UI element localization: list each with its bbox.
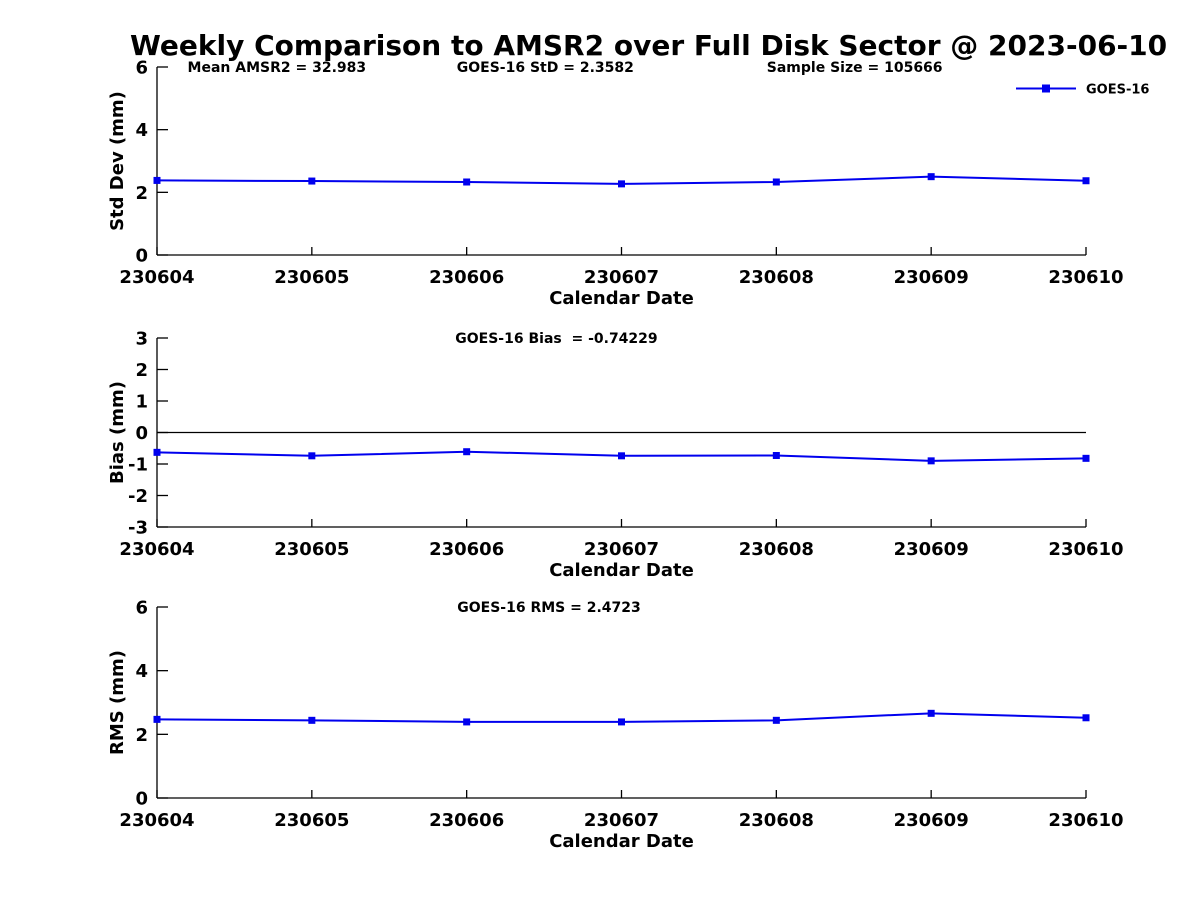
- data-point-marker: [618, 452, 625, 460]
- x-tick-label: 230610: [1048, 810, 1123, 831]
- chart-title: Weekly Comparison to AMSR2 over Full Dis…: [130, 29, 1168, 62]
- data-point-marker: [927, 173, 935, 181]
- y-tick-label: -1: [128, 455, 148, 476]
- x-tick-label: 230609: [894, 267, 969, 288]
- y-tick-label: 3: [135, 329, 148, 350]
- y-tick-label: 2: [135, 183, 148, 204]
- x-axis-title: Calendar Date: [549, 288, 694, 309]
- data-point-marker: [618, 718, 625, 726]
- data-point-marker: [153, 176, 161, 184]
- y-tick-label: 6: [135, 598, 148, 619]
- y-tick-label: 4: [135, 661, 148, 682]
- x-tick-label: 230604: [119, 810, 194, 831]
- annotation-text: Mean AMSR2 = 32.983: [188, 60, 367, 76]
- data-point-marker: [308, 177, 316, 185]
- x-tick-label: 230605: [274, 810, 349, 831]
- x-tick-label: 230604: [119, 539, 194, 560]
- annotation-text: GOES-16 RMS = 2.4723: [457, 600, 641, 616]
- data-point-marker: [463, 448, 471, 456]
- x-axis-title: Calendar Date: [549, 560, 694, 581]
- y-tick-label: 6: [135, 58, 148, 79]
- data-point-marker: [1082, 714, 1090, 722]
- data-point-marker: [463, 178, 471, 186]
- y-tick-label: 2: [135, 725, 148, 746]
- y-tick-label: 4: [135, 120, 148, 141]
- x-tick-label: 230608: [739, 267, 814, 288]
- data-point-marker: [772, 178, 780, 186]
- x-tick-label: 230606: [429, 810, 504, 831]
- data-point-marker: [308, 716, 316, 724]
- y-tick-label: 0: [135, 246, 148, 267]
- x-tick-label: 230607: [584, 267, 659, 288]
- annotation-text: GOES-16 Bias = -0.74229: [455, 331, 657, 347]
- x-axis-title: Calendar Date: [549, 831, 694, 852]
- y-tick-label: 0: [135, 423, 148, 444]
- y-axis-title: Bias (mm): [107, 381, 128, 484]
- x-tick-label: 230608: [739, 810, 814, 831]
- x-tick-label: 230609: [894, 810, 969, 831]
- subplot-std-dev: 0 2 4 6 230604 230605 230606 230607 230608 230609…: [107, 58, 1149, 310]
- y-tick-label: -3: [128, 518, 148, 539]
- data-point-marker: [463, 718, 471, 726]
- data-point-marker: [772, 716, 780, 724]
- x-tick-label: 230607: [584, 810, 659, 831]
- data-point-marker: [308, 452, 316, 460]
- legend: GOES-16: [1016, 83, 1149, 98]
- y-tick-label: 2: [135, 360, 148, 381]
- y-axis-title: RMS (mm): [107, 650, 128, 755]
- x-tick-label: 230605: [274, 267, 349, 288]
- legend-label: GOES-16: [1086, 83, 1149, 98]
- data-point-marker: [927, 709, 935, 717]
- subplot-rms: 0 2 4 6 230604 230605 230606 230607 230608 230609…: [107, 598, 1124, 853]
- y-tick-label: -2: [128, 486, 148, 507]
- y-tick-label: 1: [135, 392, 148, 413]
- x-tick-label: 230610: [1048, 267, 1123, 288]
- legend-marker: [1042, 84, 1050, 93]
- y-axis-title: Std Dev (mm): [107, 91, 128, 231]
- x-tick-label: 230604: [119, 267, 194, 288]
- data-point-marker: [1082, 177, 1090, 185]
- data-point-marker: [1082, 454, 1090, 462]
- annotation-text: Sample Size = 105666: [767, 60, 943, 76]
- x-tick-label: 230606: [429, 539, 504, 560]
- x-tick-label: 230610: [1048, 539, 1123, 560]
- data-point-marker: [153, 448, 161, 456]
- x-tick-label: 230609: [894, 539, 969, 560]
- x-tick-label: 230607: [584, 539, 659, 560]
- data-point-marker: [618, 180, 625, 188]
- data-point-marker: [772, 451, 780, 459]
- x-tick-label: 230605: [274, 539, 349, 560]
- data-point-marker: [927, 457, 935, 465]
- data-point-marker: [153, 715, 161, 723]
- y-tick-label: 0: [135, 789, 148, 810]
- x-tick-label: 230606: [429, 267, 504, 288]
- annotation-text: GOES-16 StD = 2.3582: [457, 60, 634, 76]
- x-tick-label: 230608: [739, 539, 814, 560]
